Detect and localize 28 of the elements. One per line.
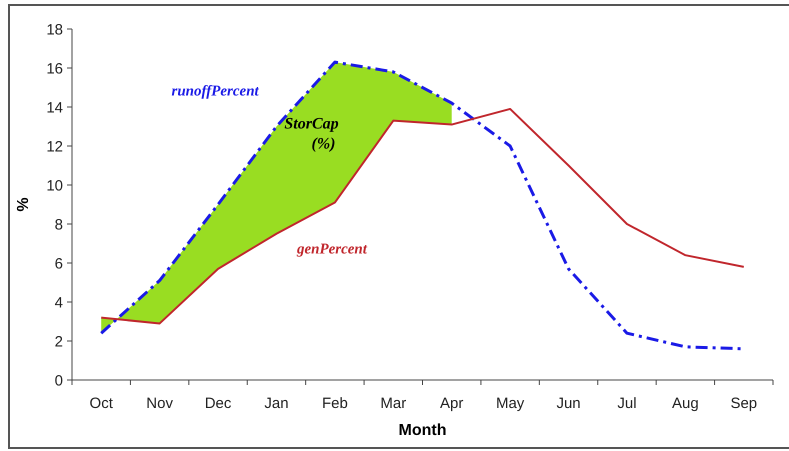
x-tick-label: Nov — [146, 395, 174, 412]
x-tick-label: Jun — [556, 395, 581, 412]
y-tick-label: 2 — [54, 333, 63, 350]
x-tick-label: Apr — [440, 395, 464, 412]
x-tick-label: Jan — [264, 395, 289, 412]
y-tick-label: 4 — [54, 294, 63, 312]
annotation: StorCap (%) — [284, 115, 339, 152]
y-tick-label: 8 — [54, 216, 63, 234]
x-tick-label: Dec — [204, 395, 232, 412]
y-tick-label: 12 — [46, 138, 63, 156]
x-tick-label: Jul — [617, 395, 637, 412]
x-axis-title: Month — [398, 422, 446, 439]
x-tick-label: Mar — [380, 395, 406, 412]
x-tick-label: May — [496, 395, 525, 412]
x-tick-label: Aug — [672, 395, 699, 412]
x-tick-label: Oct — [90, 395, 114, 412]
y-axis-title: % — [15, 197, 32, 212]
y-tick-label: 6 — [54, 255, 63, 272]
x-tick-label: Feb — [322, 395, 348, 412]
y-tick-label: 0 — [54, 372, 63, 390]
text: runoffPercent — [172, 83, 260, 100]
line-series — [100, 108, 745, 324]
series-label: genPercent — [296, 241, 368, 258]
y-tick-label: 16 — [46, 60, 63, 78]
y-tick-label: 18 — [46, 21, 63, 38]
x-tick-label: Sep — [730, 395, 758, 412]
y-tick-label: 14 — [46, 99, 63, 116]
y-tick-label: 10 — [46, 177, 63, 194]
